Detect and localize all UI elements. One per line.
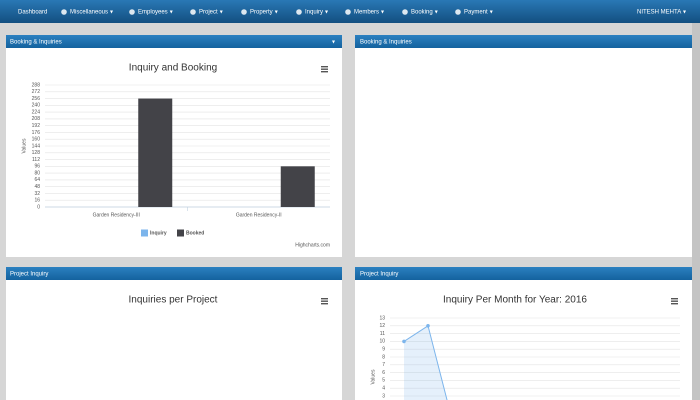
nav-icon xyxy=(296,9,302,15)
y-tick-label: 112 xyxy=(32,157,40,163)
panel xyxy=(6,267,342,400)
y-tick-label: 192 xyxy=(32,123,41,129)
nav-icon xyxy=(402,9,408,15)
point xyxy=(402,339,406,344)
x-tick-label: Garden Residency-II xyxy=(236,212,282,218)
bar xyxy=(138,98,173,207)
nav-item[interactable]: Inquiry xyxy=(305,10,323,16)
y-tick-label: 208 xyxy=(32,116,41,122)
nav-icon xyxy=(190,9,196,15)
panel-header xyxy=(6,267,342,280)
legend-swatch[interactable] xyxy=(141,229,148,237)
y-tick-label: 12 xyxy=(379,323,385,329)
panel xyxy=(355,35,692,257)
y-tick-label: 80 xyxy=(34,170,40,176)
x-tick-label: Garden Residency-III xyxy=(93,212,140,218)
panel-header xyxy=(355,35,692,48)
y-tick-label: 48 xyxy=(34,184,40,190)
y-tick-label: 16 xyxy=(34,198,40,204)
nav-item[interactable]: Property xyxy=(250,10,273,16)
y-tick-label: 6 xyxy=(382,370,385,376)
nav-icon xyxy=(61,9,67,15)
y-tick-label: 10 xyxy=(379,339,385,345)
y-tick-label: 0 xyxy=(37,204,40,210)
y-tick-label: 96 xyxy=(34,164,40,170)
y-tick-label: 176 xyxy=(32,130,41,136)
chart-title: Inquiry and Booking xyxy=(129,63,217,74)
y-axis-label: Values xyxy=(370,369,376,384)
point xyxy=(426,324,430,328)
chart-title: Inquiry Per Month for Year: 2016 xyxy=(443,295,587,306)
area xyxy=(404,325,448,400)
y-tick-label: 160 xyxy=(32,137,41,143)
y-tick-label: 4 xyxy=(382,386,385,392)
caret: ▾ xyxy=(490,10,493,16)
panel-title: Project Inquiry xyxy=(10,272,48,278)
collapse-icon[interactable]: ▾ xyxy=(332,40,335,46)
nav-item[interactable]: Dashboard xyxy=(18,10,47,16)
nav-item[interactable]: Employees xyxy=(138,10,168,16)
y-tick-label: 5 xyxy=(382,378,385,384)
panel-title: Project Inquiry xyxy=(360,272,398,278)
y-tick-label: 8 xyxy=(382,354,385,360)
y-tick-label: 240 xyxy=(32,103,41,109)
user-menu[interactable]: NITESH MEHTA xyxy=(637,10,681,16)
chart-menu[interactable] xyxy=(321,298,328,305)
legend-label[interactable]: Booked xyxy=(186,230,204,236)
chart-title: Inquiries per Project xyxy=(129,295,218,306)
y-tick-label: 288 xyxy=(32,82,41,88)
panel-header xyxy=(355,267,692,280)
y-tick-label: 9 xyxy=(382,347,385,353)
legend-label[interactable]: Inquiry xyxy=(150,230,167,236)
nav-item[interactable]: Payment xyxy=(464,10,488,16)
y-tick-label: 32 xyxy=(34,191,40,197)
chart-menu[interactable] xyxy=(321,66,328,73)
y-tick-label: 272 xyxy=(32,89,41,95)
y-axis-label: Values xyxy=(21,138,27,153)
legend-swatch[interactable] xyxy=(177,229,184,237)
caret: ▾ xyxy=(683,10,686,16)
caret: ▾ xyxy=(220,10,223,16)
scrollbar xyxy=(692,23,700,400)
nav-item[interactable]: Miscellaneous xyxy=(70,10,108,16)
caret: ▾ xyxy=(381,10,384,16)
nav-item[interactable]: Booking xyxy=(411,10,433,16)
panel-header xyxy=(6,35,342,48)
y-tick-label: 11 xyxy=(380,331,385,337)
caret: ▾ xyxy=(170,10,173,16)
caret: ▾ xyxy=(325,10,328,16)
nav-item[interactable]: Project xyxy=(199,10,218,16)
nav-item[interactable]: Members xyxy=(354,10,379,16)
y-tick-label: 64 xyxy=(34,177,40,183)
y-tick-label: 224 xyxy=(32,109,41,115)
panel-title: Booking & Inquiries xyxy=(10,40,62,46)
chart-menu[interactable] xyxy=(671,298,678,305)
y-tick-label: 13 xyxy=(379,315,385,321)
caret: ▾ xyxy=(275,10,278,16)
caret: ▾ xyxy=(435,10,438,16)
credits: Highcharts.com xyxy=(295,242,330,248)
nav-icon xyxy=(241,9,247,15)
y-tick-label: 3 xyxy=(382,393,385,399)
y-tick-label: 7 xyxy=(382,362,385,368)
y-tick-label: 144 xyxy=(32,143,41,149)
y-tick-label: 128 xyxy=(32,150,41,156)
panel-title: Booking & Inquiries xyxy=(360,40,412,46)
y-tick-label: 256 xyxy=(32,96,41,102)
nav-icon xyxy=(129,9,135,15)
nav-icon xyxy=(455,9,461,15)
nav-icon xyxy=(345,9,351,15)
nav-items: Dashboard Miscellaneous ▾ Employees ▾ Project… xyxy=(18,9,493,16)
caret: ▾ xyxy=(110,10,113,16)
bar xyxy=(280,166,315,207)
